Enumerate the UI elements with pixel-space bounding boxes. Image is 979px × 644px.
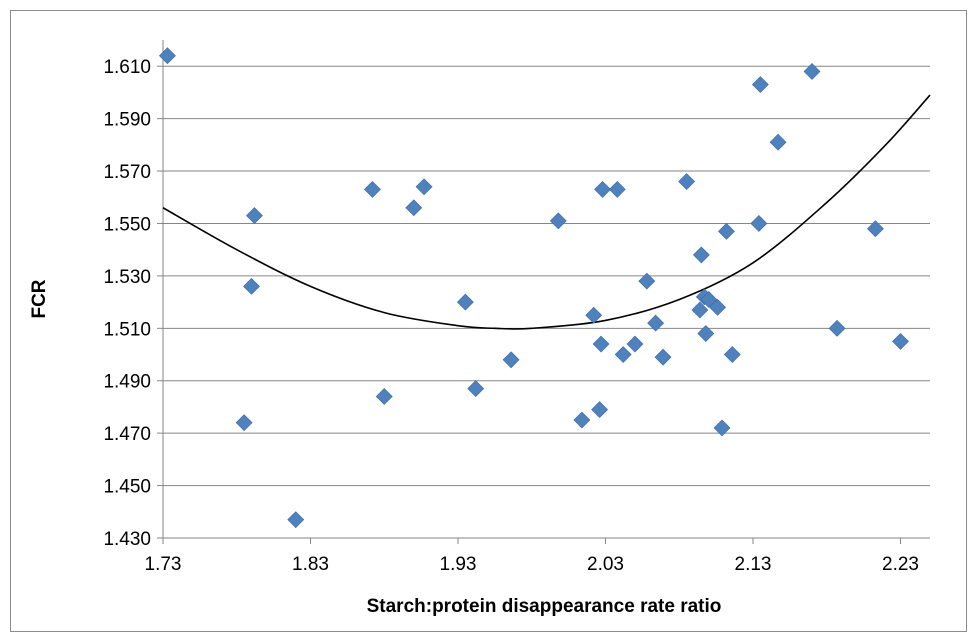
- data-point: [591, 401, 609, 418]
- data-point: [691, 301, 709, 319]
- x-tick-label: 2.13: [735, 554, 772, 575]
- data-point: [405, 199, 423, 217]
- data-point: [235, 414, 253, 432]
- y-tick-label: 1.590: [103, 110, 151, 131]
- data-point: [549, 212, 567, 230]
- data-point: [647, 314, 665, 332]
- data-point: [769, 133, 787, 151]
- data-point: [718, 222, 735, 240]
- y-tick-label: 1.430: [103, 529, 151, 550]
- data-point: [573, 411, 591, 429]
- data-point: [654, 348, 672, 366]
- data-point: [594, 180, 611, 198]
- data-point: [713, 419, 731, 437]
- data-point: [456, 293, 474, 311]
- y-tick-label: 1.450: [103, 477, 151, 498]
- data-point: [243, 277, 260, 295]
- x-axis-title: Starch:protein disappearance rate ratio: [367, 596, 722, 617]
- data-point: [287, 511, 305, 529]
- trendline: [162, 94, 931, 330]
- data-point: [697, 325, 715, 342]
- data-point: [364, 180, 381, 198]
- x-tick-label: 1.93: [440, 554, 477, 575]
- x-tick-label: 1.83: [292, 554, 329, 575]
- data-point: [375, 388, 393, 405]
- y-tick-label: 1.530: [103, 267, 151, 288]
- data-point: [803, 63, 821, 80]
- y-tick-label: 1.610: [103, 57, 151, 78]
- data-point: [709, 298, 727, 316]
- x-tick-label: 1.73: [145, 554, 182, 575]
- y-axis-ticks: 1.430 1.450 1.470 1.490 1.510 1.530 1.550 1.570…: [103, 57, 163, 550]
- data-point: [692, 246, 710, 264]
- data-point: [608, 180, 626, 198]
- data-point: [638, 272, 656, 290]
- data-point: [892, 332, 909, 350]
- y-tick-label: 1.470: [103, 424, 151, 445]
- data-point: [678, 173, 696, 190]
- data-point: [502, 351, 520, 369]
- data-points: [159, 47, 909, 529]
- data-point: [467, 380, 485, 398]
- y-axis-title: FCR: [29, 279, 50, 318]
- data-point: [159, 47, 176, 65]
- data-point: [614, 346, 632, 363]
- data-point: [585, 306, 603, 324]
- chart-frame: [10, 10, 967, 632]
- data-point: [750, 215, 768, 232]
- data-point: [415, 178, 433, 196]
- x-tick-label: 2.23: [882, 554, 919, 575]
- data-point: [723, 346, 741, 363]
- y-tick-label: 1.550: [103, 214, 151, 235]
- x-axis-ticks: 1.73 1.83 1.93 2.03 2.13 2.23: [145, 538, 919, 575]
- y-tick-label: 1.510: [103, 319, 151, 340]
- data-point: [828, 319, 846, 337]
- data-point: [592, 335, 610, 353]
- gridlines: [163, 65, 930, 487]
- y-tick-label: 1.570: [103, 162, 151, 183]
- data-point: [626, 335, 644, 353]
- y-tick-label: 1.490: [103, 372, 151, 393]
- x-tick-label: 2.03: [587, 554, 624, 575]
- data-point: [246, 207, 263, 225]
- data-point: [700, 291, 718, 308]
- data-point: [751, 76, 769, 93]
- data-point: [867, 220, 884, 238]
